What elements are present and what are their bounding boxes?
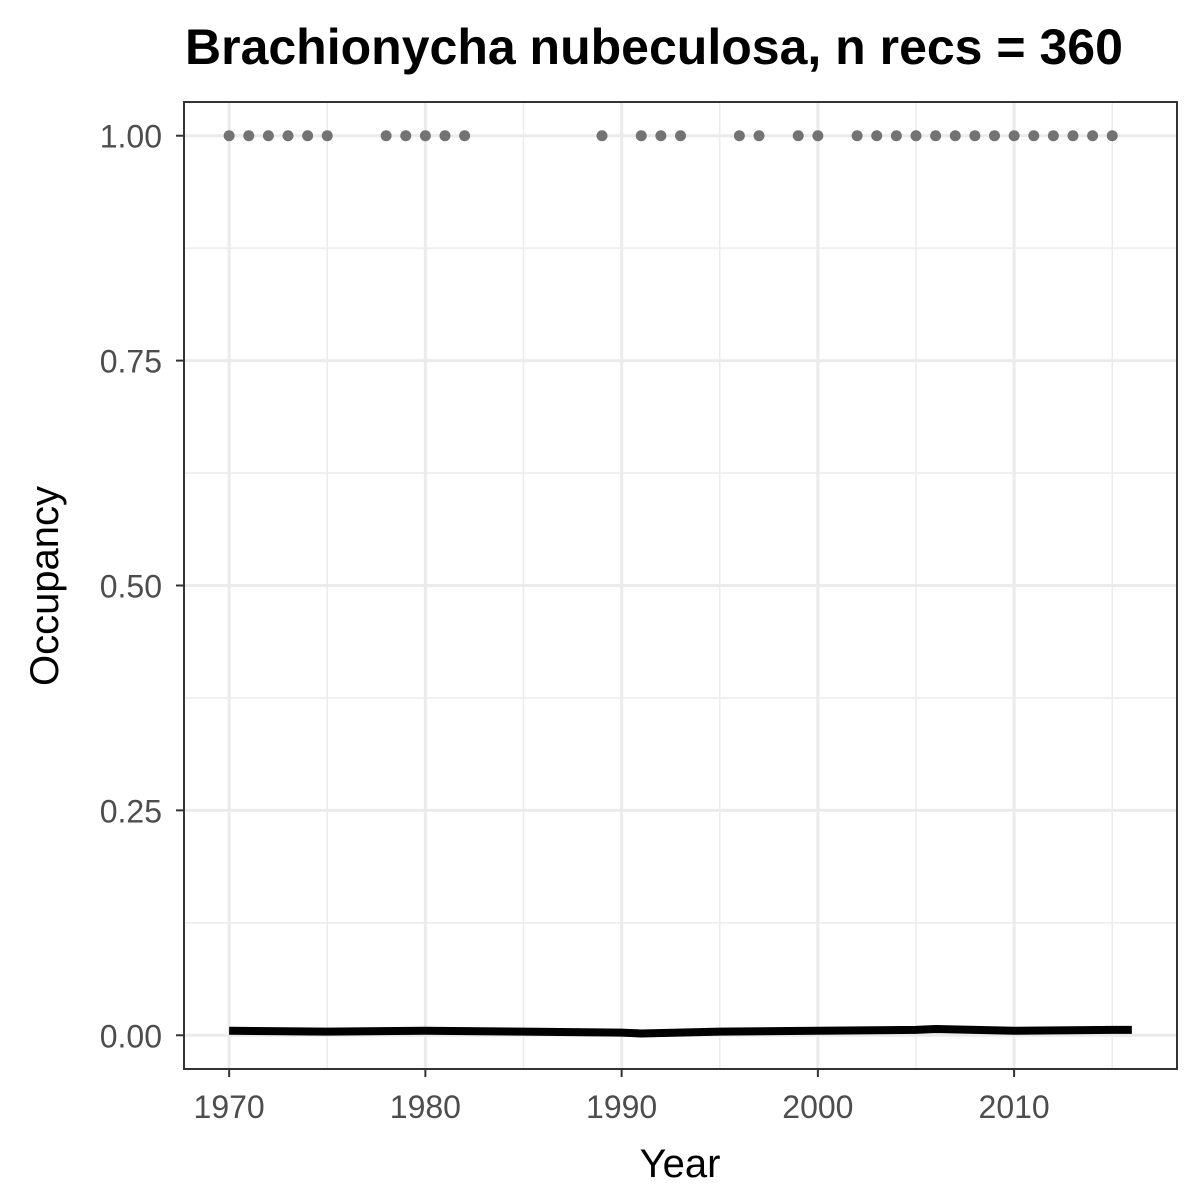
trend-line bbox=[229, 1024, 1132, 1038]
data-point bbox=[910, 130, 922, 142]
data-point bbox=[419, 130, 431, 142]
y-axis-title: Occupancy bbox=[23, 486, 67, 686]
data-point bbox=[733, 130, 745, 142]
data-point bbox=[439, 130, 451, 142]
data-point bbox=[1028, 130, 1040, 142]
x-tick-label: 1990 bbox=[586, 1089, 657, 1125]
data-point bbox=[988, 130, 1000, 142]
data-point bbox=[596, 130, 608, 142]
x-tick-label: 1980 bbox=[390, 1089, 461, 1125]
trend-line-layer bbox=[229, 1024, 1132, 1038]
x-tick-label: 2000 bbox=[782, 1089, 853, 1125]
data-point bbox=[243, 130, 255, 142]
data-point bbox=[1067, 130, 1079, 142]
data-point bbox=[871, 130, 883, 142]
data-point bbox=[459, 130, 471, 142]
data-point bbox=[949, 130, 961, 142]
y-tick-label: 0.25 bbox=[100, 793, 162, 829]
data-point bbox=[400, 130, 412, 142]
data-point bbox=[930, 130, 942, 142]
data-point bbox=[321, 130, 333, 142]
data-point bbox=[675, 130, 686, 142]
data-point bbox=[1047, 130, 1059, 142]
x-tick-label: 1970 bbox=[194, 1089, 265, 1125]
y-tick-label: 0.00 bbox=[100, 1018, 162, 1054]
data-point bbox=[302, 130, 314, 142]
data-point bbox=[1087, 130, 1099, 142]
y-axis: 0.00 0.25 0.50 0.75 1.00 bbox=[100, 119, 184, 1054]
x-axis: 1970 1980 1990 2000 2010 bbox=[194, 1069, 1050, 1125]
data-point bbox=[282, 130, 294, 142]
data-point bbox=[753, 130, 765, 142]
data-point bbox=[223, 130, 235, 142]
data-point bbox=[635, 130, 647, 142]
data-point bbox=[1008, 130, 1020, 142]
y-tick-label: 0.75 bbox=[100, 344, 162, 380]
y-tick-label: 0.50 bbox=[100, 569, 162, 605]
data-point bbox=[262, 130, 274, 142]
data-point bbox=[969, 130, 981, 142]
points-layer bbox=[223, 130, 1118, 142]
x-axis-title: Year bbox=[640, 1142, 721, 1186]
data-point bbox=[380, 130, 392, 142]
data-point bbox=[890, 130, 902, 142]
data-point bbox=[655, 130, 667, 142]
data-point bbox=[851, 130, 863, 142]
data-point bbox=[792, 130, 804, 142]
x-tick-label: 2010 bbox=[979, 1089, 1050, 1125]
data-point bbox=[812, 130, 824, 142]
y-tick-label: 1.00 bbox=[100, 119, 162, 155]
data-point bbox=[1106, 130, 1118, 142]
chart-title: Brachionycha nubeculosa, n recs = 360 bbox=[185, 19, 1123, 75]
major-gridlines bbox=[184, 102, 1177, 1069]
